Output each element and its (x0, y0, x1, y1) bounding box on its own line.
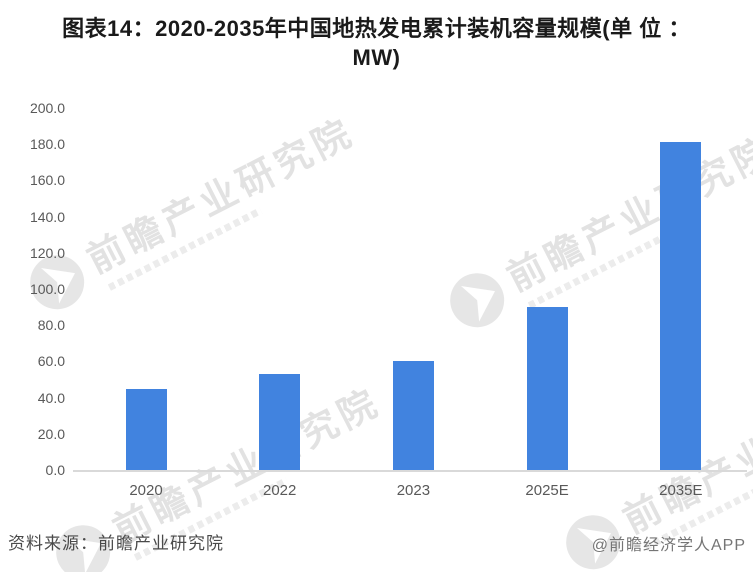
watermark-tagline (527, 225, 683, 309)
y-tick-label: 160.0 (29, 172, 65, 189)
watermark: 前瞻产业研究院 (17, 102, 367, 323)
chart-title-line2: MW) (352, 45, 401, 70)
qianzhan-logo-icon (449, 272, 504, 327)
y-tick-label: 20.0 (37, 425, 65, 442)
watermark-tagline (107, 207, 263, 291)
y-tick-label: 140.0 (29, 208, 65, 225)
bar-2025E (526, 307, 568, 470)
bar-2035E (660, 142, 702, 470)
watermark-text: 前瞻产业研究院 (500, 129, 753, 300)
y-tick-label: 100.0 (29, 281, 65, 297)
watermark: 前瞻产业研究院 (437, 120, 753, 341)
x-tick-label: 2022 (263, 482, 297, 499)
y-tick-label: 120.0 (29, 244, 65, 261)
y-tick-label: 80.0 (37, 317, 65, 334)
y-tick-label: 200.0 (29, 100, 65, 116)
y-tick-label: 60.0 (37, 353, 65, 370)
x-axis-line (73, 470, 747, 472)
chart-title-line1: 图表14：2020-2035年中国地热发电累计装机容量规模(单 位 ： (62, 16, 691, 41)
source-note: 资料来源：前瞻产业研究院 (8, 534, 224, 553)
bar-2022 (259, 374, 301, 470)
x-tick-label: 2035E (659, 482, 703, 499)
y-tick-label: 180.0 (29, 136, 65, 153)
x-tick-label: 2025E (525, 482, 569, 499)
bar-2023 (392, 361, 434, 470)
credit-note: @前瞻经济学人APP (591, 537, 746, 554)
x-tick-label: 2023 (396, 482, 431, 499)
chart-title: 图表14：2020-2035年中国地热发电累计装机容量规模(单 位 ： MW) (0, 14, 753, 72)
y-tick-label: 40.0 (37, 389, 65, 406)
bar-2020 (125, 388, 167, 470)
watermark-text: 前瞻产业研究院 (80, 111, 362, 282)
y-tick-label: 0.0 (45, 462, 65, 478)
x-tick-label: 2020 (129, 482, 163, 499)
